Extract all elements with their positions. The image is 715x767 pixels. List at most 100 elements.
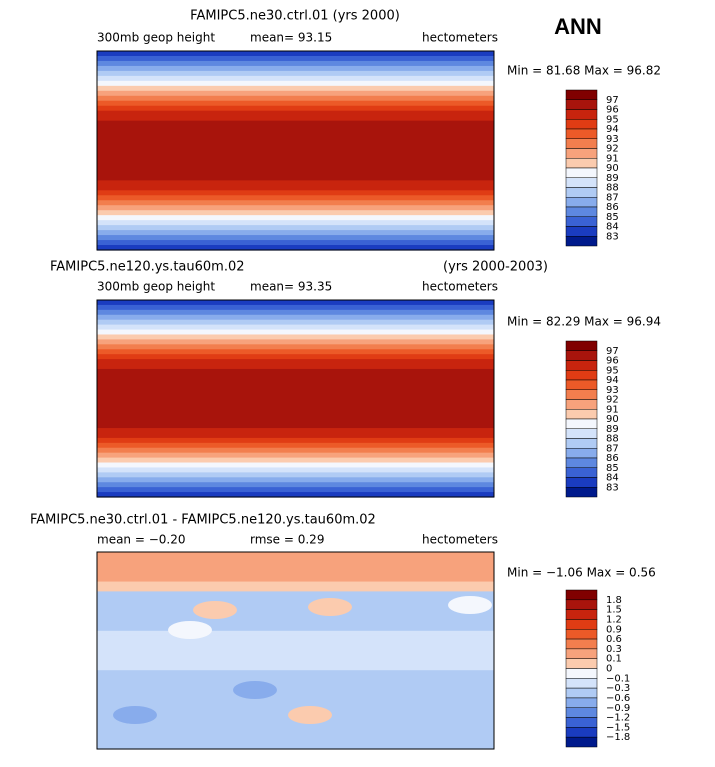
map-band	[97, 55, 494, 62]
colorbar-box	[565, 697, 598, 708]
colorbar-box	[565, 707, 598, 718]
map-band	[97, 319, 494, 326]
colorbar-box	[565, 609, 598, 620]
map-band	[97, 744, 494, 750]
map-band	[97, 230, 494, 236]
colorbar-label: 87	[606, 192, 619, 203]
colorbar-box	[565, 409, 598, 420]
map-band	[97, 635, 494, 642]
colorbar-box	[565, 167, 598, 178]
colorbar-label: 84	[606, 473, 619, 484]
map-band	[97, 566, 494, 573]
map-band	[97, 205, 494, 211]
map-band	[97, 210, 494, 216]
map-band	[97, 428, 494, 434]
colorbar-box	[565, 589, 598, 601]
map-band	[97, 704, 494, 711]
colorbar-label: 1.5	[606, 605, 622, 616]
map-band	[97, 60, 494, 67]
map-band	[97, 170, 494, 176]
map-frame	[96, 50, 495, 251]
colorbar-box	[565, 389, 598, 400]
colorbar-label: 90	[606, 414, 619, 425]
map-band	[97, 324, 494, 331]
map-band	[97, 393, 494, 400]
map-band	[97, 115, 494, 122]
map-band	[97, 645, 494, 652]
map-band	[97, 611, 494, 617]
map-band	[97, 70, 494, 77]
map-band	[97, 373, 494, 380]
colorbar-label: 1.2	[606, 614, 622, 625]
colorbar-label: −1.2	[606, 713, 630, 724]
map-anomaly	[168, 621, 212, 639]
min-max: Min = 81.68 Max = 96.82	[507, 64, 661, 78]
panel-units: hectometers	[422, 280, 498, 294]
colorbar-box	[565, 668, 598, 679]
map-band	[97, 155, 494, 162]
map-band	[97, 684, 494, 691]
colorbar-box	[565, 109, 598, 120]
map-band	[97, 472, 494, 478]
map-band	[97, 665, 494, 671]
map-band	[97, 625, 494, 632]
colorbar-box	[565, 350, 598, 361]
map-band	[97, 100, 494, 107]
colorbar-label: 88	[606, 183, 619, 194]
map-band	[97, 601, 494, 607]
colorbar-box	[565, 467, 598, 478]
map-band	[97, 339, 494, 345]
panel-title: FAMIPC5.ne30.ctrl.01 - FAMIPC5.ne120.ys.…	[30, 513, 376, 528]
colorbar-label: 93	[606, 134, 619, 145]
map-band	[97, 160, 494, 167]
colorbar-box	[565, 638, 598, 650]
map-band	[97, 195, 494, 201]
colorbar-label: 0.3	[606, 644, 622, 655]
map-band	[97, 51, 494, 57]
colorbar-label: 97	[606, 346, 619, 357]
map-band	[97, 150, 494, 157]
colorbar-box	[565, 599, 598, 610]
map-band	[97, 689, 494, 696]
panel-stat: mean= 93.15	[250, 31, 332, 45]
map-band	[97, 140, 494, 147]
map-band	[97, 359, 494, 365]
map-band	[97, 344, 494, 350]
colorbar-box	[565, 99, 598, 110]
map-band	[97, 650, 494, 657]
map-band	[97, 576, 494, 583]
map-band	[97, 596, 494, 602]
map-band	[97, 561, 494, 568]
colorbar-box	[565, 89, 598, 100]
colorbar-box	[565, 138, 598, 149]
panel-stat: mean = −0.20	[97, 533, 186, 547]
colorbar-box	[565, 399, 598, 410]
panel-stat: rmse = 0.29	[250, 533, 324, 547]
colorbar-label: 85	[606, 212, 619, 223]
map-band	[97, 492, 494, 498]
colorbar-label: −1.5	[606, 722, 630, 733]
map-band	[97, 452, 494, 459]
map-band	[97, 606, 494, 612]
colorbar-label: 86	[606, 202, 619, 213]
map-anomaly	[288, 706, 332, 724]
map-band	[97, 349, 494, 355]
map-anomaly	[448, 596, 492, 614]
colorbar-box	[565, 438, 598, 449]
map-band	[97, 329, 494, 336]
colorbar-label: 91	[606, 404, 619, 415]
map-band	[97, 240, 494, 246]
map-band	[97, 304, 494, 311]
map-band	[97, 694, 494, 701]
colorbar-label: 94	[606, 375, 619, 386]
map-band	[97, 125, 494, 132]
colorbar-label: 95	[606, 114, 619, 125]
colorbar-label: 0	[606, 664, 612, 675]
colorbar-box	[565, 717, 598, 728]
colorbar-label: −0.9	[606, 703, 630, 714]
map-band	[97, 130, 494, 137]
colorbar-box	[565, 418, 598, 429]
map-band	[97, 180, 494, 186]
map-band	[97, 699, 494, 706]
colorbar-box	[565, 736, 598, 748]
